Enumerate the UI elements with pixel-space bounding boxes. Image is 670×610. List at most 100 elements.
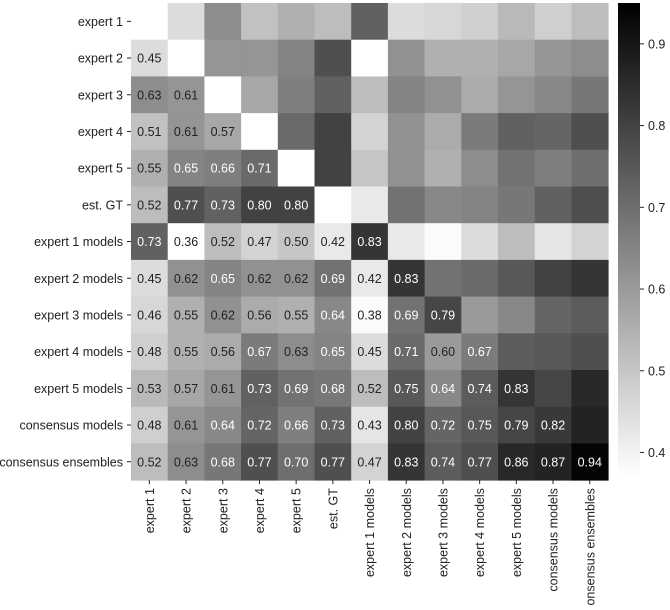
cell-value-label: 0.60 (431, 345, 455, 359)
cell-value-label: 0.55 (137, 162, 161, 176)
heatmap-cell (314, 149, 352, 187)
cell-value-label: 0.53 (137, 382, 161, 396)
heatmap-cell (534, 223, 572, 261)
heatmap-cell (167, 296, 205, 334)
heatmap-cell (387, 443, 426, 481)
row-label: expert 3 models (34, 308, 123, 322)
heatmap-cell (314, 3, 352, 41)
heatmap-cell (277, 186, 315, 224)
cell-value-label: 0.61 (174, 419, 198, 433)
cell-value-label: 0.86 (504, 455, 528, 469)
cell-value-label: 0.82 (541, 419, 565, 433)
heatmap-cell (131, 370, 169, 408)
cell-value-label: 0.73 (321, 419, 345, 433)
heatmap-cell (204, 186, 242, 224)
heatmap-cell (534, 113, 572, 151)
cell-value-label: 0.65 (321, 345, 345, 359)
cell-value-label: 0.74 (431, 455, 455, 469)
heatmap-cell (571, 406, 609, 444)
heatmap-cell (424, 113, 462, 151)
heatmap-cell (351, 149, 389, 187)
cell-value-label: 0.57 (211, 125, 235, 139)
heatmap-cell (204, 333, 242, 371)
heatmap-cell (387, 406, 426, 444)
heatmap-cell (277, 76, 315, 114)
heatmap-cell (424, 333, 462, 371)
heatmap-cell (351, 3, 389, 41)
heatmap-cell (571, 76, 609, 114)
heatmap-cell (424, 296, 462, 334)
cell-value-label: 0.50 (284, 235, 308, 249)
cell-value-label: 0.63 (137, 88, 161, 102)
row-label: expert 2 (78, 52, 123, 66)
heatmap-cell (534, 259, 572, 298)
cell-value-label: 0.55 (174, 308, 198, 322)
heatmap-cell (204, 443, 242, 481)
row-label: est. GT (82, 198, 123, 212)
col-label: expert 2 models (400, 488, 414, 577)
cell-value-label: 0.67 (247, 345, 271, 359)
heatmap-cell (314, 186, 352, 224)
heatmap-cell (277, 149, 315, 187)
heatmap-cell (387, 186, 426, 224)
cell-value-label: 0.73 (211, 198, 235, 212)
cell-value-label: 0.61 (174, 88, 198, 102)
heatmap-cell (498, 370, 536, 408)
cell-value-label: 0.83 (357, 235, 381, 249)
heatmap-cell (167, 39, 205, 77)
heatmap-cell (241, 370, 279, 408)
heatmap-cell (351, 333, 389, 371)
cell-value-label: 0.77 (247, 455, 271, 469)
heatmap-cell (167, 406, 205, 444)
heatmap-cell (131, 149, 169, 187)
cell-value-label: 0.69 (394, 308, 418, 322)
colorbar-tick-label: 0.7 (648, 201, 665, 215)
cell-value-label: 0.83 (504, 382, 528, 396)
heatmap-cell (314, 370, 352, 408)
cell-value-label: 0.42 (357, 272, 381, 286)
col-label: expert 4 (253, 488, 267, 533)
cell-value-label: 0.75 (467, 419, 491, 433)
heatmap-cell (167, 113, 205, 151)
heatmap-cell (461, 3, 499, 41)
cell-value-label: 0.43 (357, 419, 381, 433)
cell-value-label: 0.75 (394, 382, 418, 396)
heatmap-cell (241, 186, 279, 224)
heatmap-cell (461, 333, 499, 371)
heatmap-cell (167, 333, 205, 371)
heatmap-cell (498, 259, 536, 298)
heatmap-cell (131, 3, 169, 41)
cell-value-label: 0.64 (321, 308, 345, 322)
heatmap-cell (277, 259, 315, 298)
heatmap-cell (131, 113, 169, 151)
cell-value-label: 0.61 (174, 125, 198, 139)
heatmap-cell (424, 149, 462, 187)
cell-value-label: 0.55 (284, 308, 308, 322)
heatmap-cell (167, 223, 205, 261)
heatmap-cell (241, 333, 279, 371)
cell-value-label: 0.66 (284, 419, 308, 433)
heatmap-cell (534, 443, 572, 481)
cell-value-label: 0.45 (137, 272, 161, 286)
cell-value-label: 0.65 (174, 162, 198, 176)
heatmap-cell (571, 3, 609, 41)
heatmap-cell (387, 113, 426, 151)
heatmap-cell (351, 186, 389, 224)
heatmap-cell (241, 406, 279, 444)
cell-value-label: 0.55 (174, 345, 198, 359)
heatmap-cell (204, 223, 242, 261)
col-label: expert 2 (180, 488, 194, 533)
heatmap-cell (534, 186, 572, 224)
heatmap-cell (131, 259, 169, 298)
heatmap-cell (241, 443, 279, 481)
heatmap-cell (387, 223, 426, 261)
heatmap-cell (387, 3, 426, 41)
heatmap-cell (534, 370, 572, 408)
heatmap-cell (461, 259, 499, 298)
cell-value-label: 0.72 (431, 419, 455, 433)
heatmap-cell (461, 113, 499, 151)
heatmap-cell (167, 3, 205, 41)
heatmap-cell (314, 223, 352, 261)
heatmap-cell (498, 296, 536, 334)
heatmap-cell (351, 113, 389, 151)
